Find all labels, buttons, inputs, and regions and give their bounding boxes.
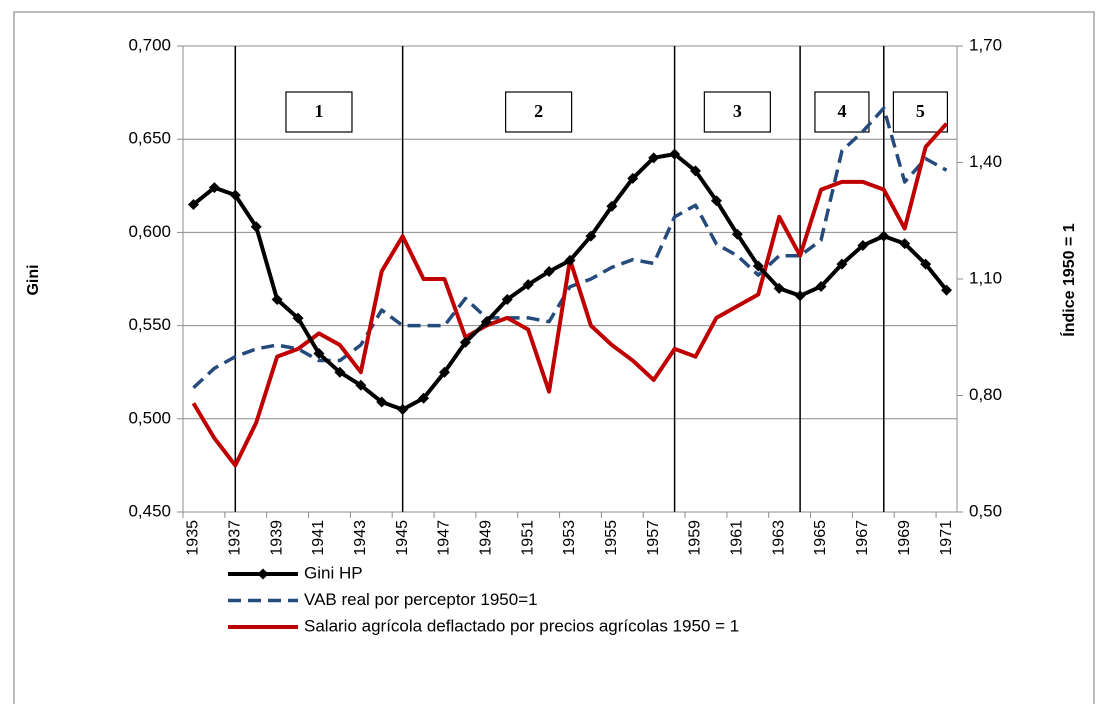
x-tick-label: 1953 (561, 520, 578, 556)
series-marker (899, 238, 911, 250)
y-tick-label: 0,500 (128, 408, 171, 427)
x-tick-label: 1939 (268, 520, 285, 556)
x-tick-label: 1957 (645, 520, 662, 556)
x-tick-label: 1963 (770, 520, 787, 556)
x-tick-label: 1943 (352, 520, 369, 556)
legend-label: Gini HP (304, 563, 363, 582)
period-label: 3 (733, 101, 742, 121)
y2-tick-label: 0,80 (969, 385, 1002, 404)
series-marker (794, 290, 806, 302)
y-tick-label: 0,700 (128, 35, 171, 54)
series-marker (648, 152, 660, 164)
series-marker (543, 266, 555, 278)
series-marker (752, 260, 764, 272)
x-tick-label: 1937 (227, 520, 244, 556)
series-marker (522, 279, 534, 291)
series-marker (878, 230, 890, 242)
series-line (192, 106, 948, 390)
series-marker (376, 396, 388, 408)
series-marker (731, 228, 743, 240)
y-axis-title: Gini (25, 264, 42, 295)
legend-marker (257, 568, 269, 580)
x-tick-label: 1951 (519, 520, 536, 556)
x-tick-label: 1941 (310, 520, 327, 556)
series-marker (187, 198, 199, 210)
y-tick-label: 0,450 (128, 501, 171, 520)
period-box (703, 91, 771, 133)
series-marker (606, 200, 618, 212)
x-tick-label: 1961 (729, 520, 746, 556)
x-tick-label: 1949 (478, 520, 495, 556)
series-marker (313, 348, 325, 360)
series-marker (564, 254, 576, 266)
x-tick-label: 1947 (436, 520, 453, 556)
period-box (505, 91, 573, 133)
period-label: 1 (314, 101, 323, 121)
series-marker (773, 282, 785, 294)
y2-tick-label: 1,10 (969, 268, 1002, 287)
y-tick-label: 0,600 (128, 222, 171, 241)
series-marker (857, 239, 869, 251)
series-marker (334, 366, 346, 378)
series-marker (501, 294, 513, 306)
series-marker (459, 336, 471, 348)
y2-tick-label: 0,50 (969, 501, 1002, 520)
x-tick-label: 1945 (394, 520, 411, 556)
period-box (892, 91, 948, 133)
period-label: 5 (916, 101, 925, 121)
x-tick-label: 1935 (185, 520, 202, 556)
series-marker (271, 294, 283, 306)
x-tick-label: 1965 (812, 520, 829, 556)
series-marker (941, 284, 953, 296)
period-label: 4 (837, 101, 846, 121)
legend-label: VAB real por perceptor 1950=1 (304, 590, 538, 609)
series-marker (229, 189, 241, 201)
series-marker (669, 148, 681, 160)
series-marker (815, 280, 827, 292)
y-tick-label: 0,550 (128, 315, 171, 334)
series-marker (627, 172, 639, 184)
period-label: 2 (534, 101, 543, 121)
x-tick-label: 1955 (603, 520, 620, 556)
y2-axis-title: Índice 1950 = 1 (1059, 223, 1078, 337)
series-marker (292, 312, 304, 324)
x-tick-label: 1969 (896, 520, 913, 556)
x-tick-label: 1971 (938, 520, 955, 556)
y-tick-label: 0,650 (128, 129, 171, 148)
series-marker (418, 392, 430, 404)
series-marker (480, 316, 492, 328)
x-tick-label: 1967 (854, 520, 871, 556)
series-marker (208, 182, 220, 194)
period-box (285, 91, 353, 133)
period-box (814, 91, 870, 133)
series-marker (250, 221, 262, 233)
series-marker (690, 165, 702, 177)
series-marker (710, 195, 722, 207)
legend-label: Salario agrícola deflactado por precios … (304, 616, 739, 635)
y2-tick-label: 1,40 (969, 152, 1002, 171)
series-marker (836, 258, 848, 270)
series-marker (355, 379, 367, 391)
series-marker (438, 366, 450, 378)
x-tick-label: 1959 (687, 520, 704, 556)
series-marker (920, 258, 932, 270)
series-marker (585, 230, 597, 242)
y2-tick-label: 1,70 (969, 35, 1002, 54)
series-marker (397, 403, 409, 415)
